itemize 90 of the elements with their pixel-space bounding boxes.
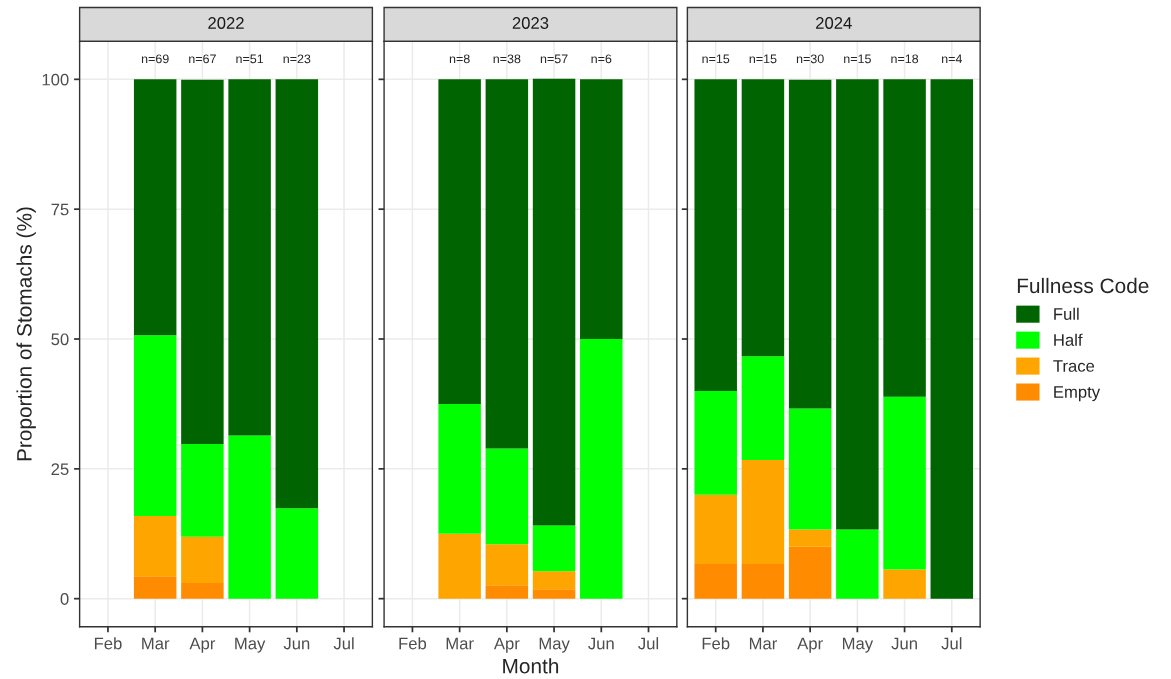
x-tick-label: Jul — [941, 637, 962, 650]
bar — [741, 563, 785, 599]
bar — [181, 536, 224, 584]
bar — [228, 79, 271, 436]
bar — [694, 563, 737, 599]
x-tick-label: Mar — [446, 637, 474, 650]
bar — [532, 525, 576, 572]
legend-label: Full — [1054, 307, 1079, 320]
x-tick-label: Jul — [333, 637, 354, 650]
bar — [741, 79, 785, 357]
y-tick-label: 0 — [60, 593, 69, 605]
bar — [788, 79, 832, 409]
annotation: n=51 — [236, 54, 264, 64]
x-tick-label: May — [235, 637, 266, 653]
bar — [741, 460, 785, 564]
x-tick-label: Mar — [142, 637, 170, 650]
x-tick-label: Apr — [797, 637, 823, 653]
annotation: n=69 — [141, 54, 169, 64]
bar — [485, 448, 529, 545]
legend-title: Fullness Code — [1017, 277, 1149, 294]
bar — [133, 576, 177, 599]
y-tick-label: 50 — [51, 333, 69, 346]
x-axis-title: Month — [503, 658, 559, 674]
y-axis-title: Proportion of Stomachs (%) — [16, 207, 36, 461]
chart-title: 2022 — [208, 17, 244, 29]
x-tick-label: May — [539, 637, 570, 653]
bar — [275, 79, 319, 509]
x-tick-label: Jul — [638, 637, 659, 650]
x-tick-label: Feb — [94, 637, 122, 650]
bar — [181, 443, 224, 537]
x-tick-label: Apr — [493, 637, 520, 653]
x-tick-label: Feb — [702, 637, 730, 650]
bar — [133, 79, 177, 336]
bar — [694, 494, 737, 564]
bar — [580, 339, 623, 599]
chart-title: 2023 — [512, 17, 549, 29]
chart-title: 2024 — [816, 17, 852, 29]
bar — [532, 571, 576, 590]
bar — [532, 78, 576, 526]
bar — [485, 585, 529, 599]
bar — [694, 390, 737, 495]
bar — [694, 79, 737, 391]
bar — [228, 435, 271, 599]
bar — [930, 79, 974, 599]
bar — [580, 79, 623, 339]
bar — [438, 533, 481, 599]
x-tick-label: Jun — [283, 637, 310, 650]
annotation: n=67 — [189, 54, 216, 64]
x-tick-label: May — [842, 637, 874, 653]
x-tick-label: Jun — [588, 637, 614, 650]
bar — [788, 546, 832, 599]
bar — [883, 396, 926, 570]
annotation: n=57 — [540, 54, 568, 64]
bar — [485, 544, 529, 586]
x-tick-label: Jun — [891, 637, 917, 650]
annotation: n=23 — [283, 54, 311, 64]
annotation: n=38 — [493, 54, 521, 64]
annotation: n=18 — [891, 54, 919, 64]
bar — [836, 529, 879, 599]
y-tick-label: 100 — [42, 73, 69, 86]
legend-label: Half — [1054, 333, 1083, 346]
bar — [438, 79, 481, 404]
bar — [438, 403, 481, 534]
y-tick-label: 75 — [51, 203, 69, 216]
bar — [133, 335, 177, 517]
bar — [275, 508, 319, 599]
bar — [788, 529, 832, 547]
bar — [532, 589, 576, 599]
annotation: n=15 — [749, 54, 777, 64]
bar — [485, 79, 529, 449]
y-tick-label: 25 — [51, 463, 69, 476]
bar — [836, 79, 879, 530]
x-tick-label: Feb — [399, 637, 427, 650]
legend-label: Trace — [1053, 360, 1095, 372]
bar — [181, 583, 224, 599]
annotation: n=15 — [702, 54, 730, 64]
bar — [883, 79, 926, 397]
bar — [788, 408, 832, 530]
bar — [181, 79, 224, 444]
annotation: n=6 — [591, 54, 612, 64]
annotation: n=15 — [844, 54, 871, 64]
bar — [741, 356, 785, 461]
legend-label: Empty — [1054, 386, 1101, 402]
annotation: n=4 — [942, 54, 963, 64]
x-tick-label: Mar — [749, 637, 777, 650]
annotation: n=30 — [796, 54, 824, 64]
bar — [883, 569, 926, 599]
annotation: n=8 — [449, 54, 470, 64]
bar — [133, 516, 177, 577]
x-tick-label: Apr — [189, 637, 216, 653]
